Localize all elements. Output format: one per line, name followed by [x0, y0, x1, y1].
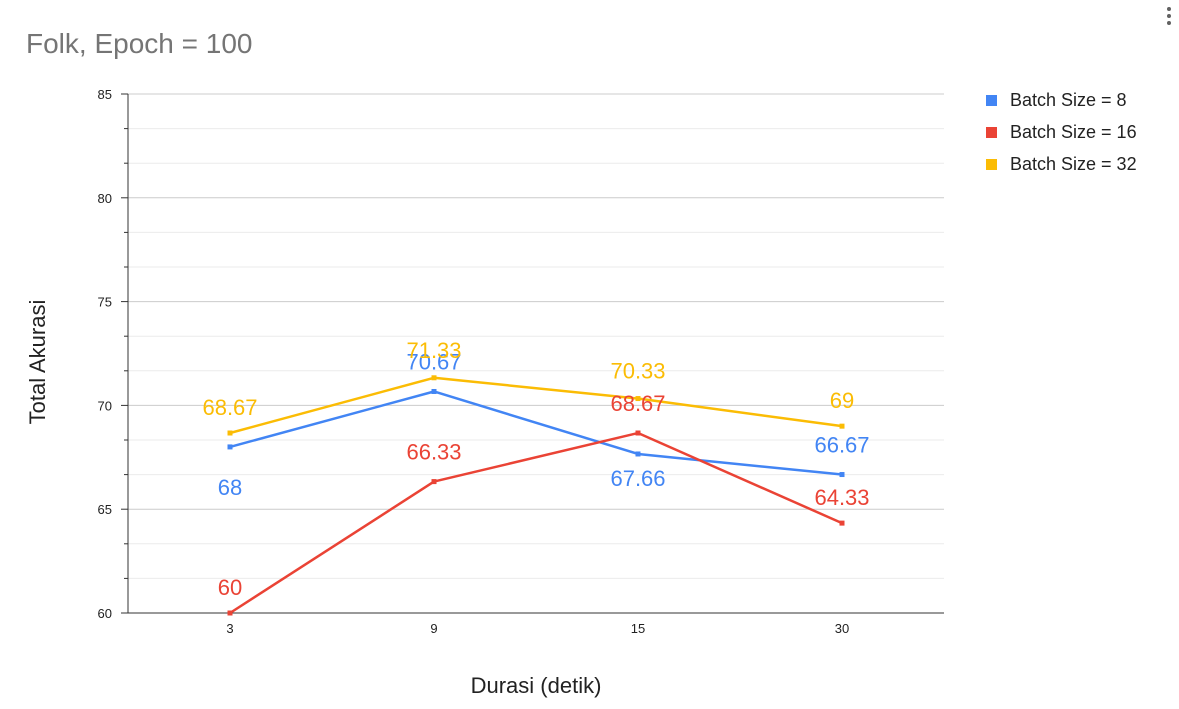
- data-label: 68.67: [202, 395, 257, 420]
- data-label: 67.66: [610, 466, 665, 491]
- y-axis-label: Total Akurasi: [25, 300, 50, 425]
- chart-title: Folk, Epoch = 100: [26, 28, 253, 59]
- data-point: [431, 375, 437, 381]
- data-label: 64.33: [814, 485, 869, 510]
- data-point: [635, 430, 641, 436]
- data-label: 70.33: [610, 359, 665, 384]
- data-point: [227, 430, 233, 436]
- tick-labels: 60 65 70 75 80 85 3 9 15 30: [98, 87, 850, 636]
- y-tick-label: 60: [98, 606, 112, 621]
- data-point: [635, 396, 641, 402]
- data-label: 66.33: [406, 440, 461, 465]
- legend-swatch: [986, 158, 997, 170]
- data-label: 71.33: [406, 338, 461, 363]
- data-labels: 68 70.67 67.66 66.67 60 66.33 68.67 64.33 68.67 7…: [202, 338, 869, 600]
- data-point: [227, 444, 233, 450]
- legend-swatch: [986, 94, 997, 106]
- data-label: 69: [830, 388, 854, 413]
- x-tick-label: 9: [430, 621, 437, 636]
- data-label: 70.67: [406, 349, 461, 374]
- x-tick-label: 15: [631, 621, 645, 636]
- data-label: 68: [218, 475, 242, 500]
- series-line: [229, 390, 843, 476]
- data-point: [635, 451, 641, 457]
- legend-item[interactable]: Batch Size = 16: [986, 116, 1137, 148]
- legend-item[interactable]: Batch Size = 32: [986, 148, 1137, 180]
- y-tick-label: 85: [98, 87, 112, 102]
- series-line: [229, 376, 843, 435]
- y-tick-label: 65: [98, 502, 112, 517]
- data-point: [227, 610, 233, 616]
- x-tick-label: 30: [835, 621, 849, 636]
- data-point: [839, 472, 845, 478]
- data-label: 68.67: [610, 391, 665, 416]
- y-tick-label: 80: [98, 191, 112, 206]
- data-point: [431, 479, 437, 485]
- data-point: [431, 388, 437, 394]
- axes: [121, 93, 944, 614]
- gridlines: [128, 93, 944, 614]
- more-options-icon[interactable]: [1160, 4, 1178, 28]
- legend-swatch: [986, 126, 997, 138]
- legend-label: Batch Size = 16: [1010, 121, 1137, 142]
- legend-item[interactable]: Batch Size = 8: [986, 84, 1137, 116]
- series-line: [229, 431, 843, 615]
- x-tick-label: 3: [226, 621, 233, 636]
- data-label: 60: [218, 575, 242, 600]
- data-point: [839, 423, 845, 429]
- y-tick-label: 70: [98, 398, 112, 413]
- legend-label: Batch Size = 8: [1010, 89, 1127, 110]
- data-point: [839, 520, 845, 526]
- x-axis-label: Durasi (detik): [471, 673, 602, 698]
- y-tick-label: 75: [98, 295, 112, 310]
- series-lines: [227, 375, 845, 616]
- legend-label: Batch Size = 32: [1010, 153, 1137, 174]
- legend: Batch Size = 8 Batch Size = 16 Batch Size …: [986, 84, 1137, 180]
- data-label: 66.67: [814, 433, 869, 458]
